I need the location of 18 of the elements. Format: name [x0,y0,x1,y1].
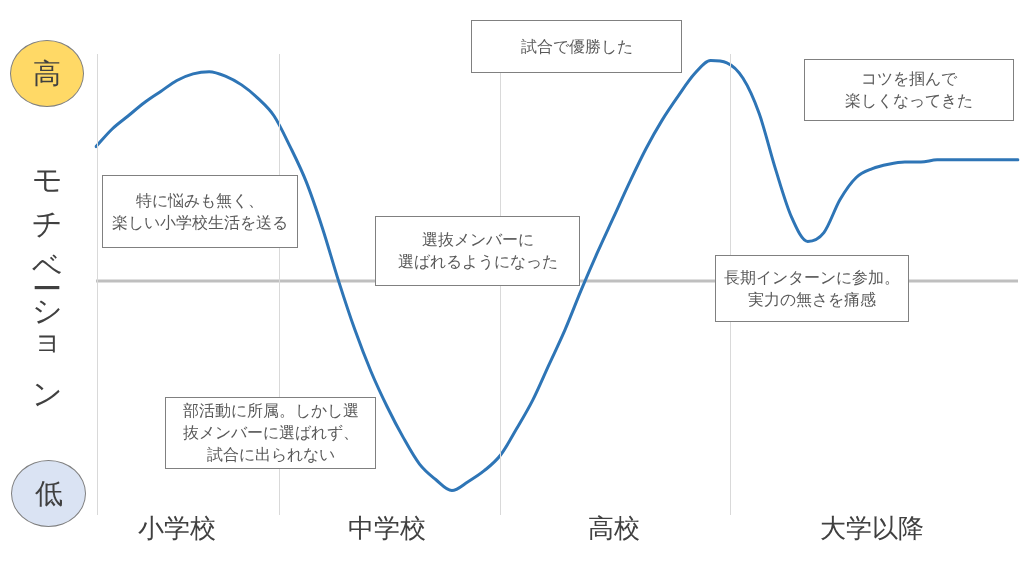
annotation: 部活動に所属。しかし選抜メンバーに選ばれず、試合に出られない [182,400,359,466]
note-box: 長期インターンに参加。実力の無さを痛感 [715,255,909,322]
note-box: 特に悩みも無く、楽しい小学校生活を送る [102,175,298,248]
note-box: 選抜メンバーに選ばれるようになった [375,216,580,286]
x-tick-label: 中学校 [348,513,427,544]
x-tick-label: 高校 [587,513,640,544]
x-tick-label: 小学校 [137,513,216,544]
note-box: コツを掴んで楽しくなってきた [804,59,1014,121]
x-tick-label: 大学以降 [820,513,925,544]
note-box: 部活動に所属。しかし選抜メンバーに選ばれず、試合に出られない [165,397,376,469]
note-box: 試合で優勝した [471,20,682,73]
annotation: 長期インターンに参加。実力の無さを痛感 [724,266,900,311]
oval-badge: 高 [10,40,84,107]
oval-badge: 低 [11,460,86,527]
annotation: 選抜メンバーに選ばれるようになった [397,229,558,273]
annotation: 特に悩みも無く、楽しい小学校生活を送る [112,189,288,234]
annotation: コツを掴んで楽しくなってきた [845,68,973,112]
y-axis-title: モチベーション [29,149,65,407]
